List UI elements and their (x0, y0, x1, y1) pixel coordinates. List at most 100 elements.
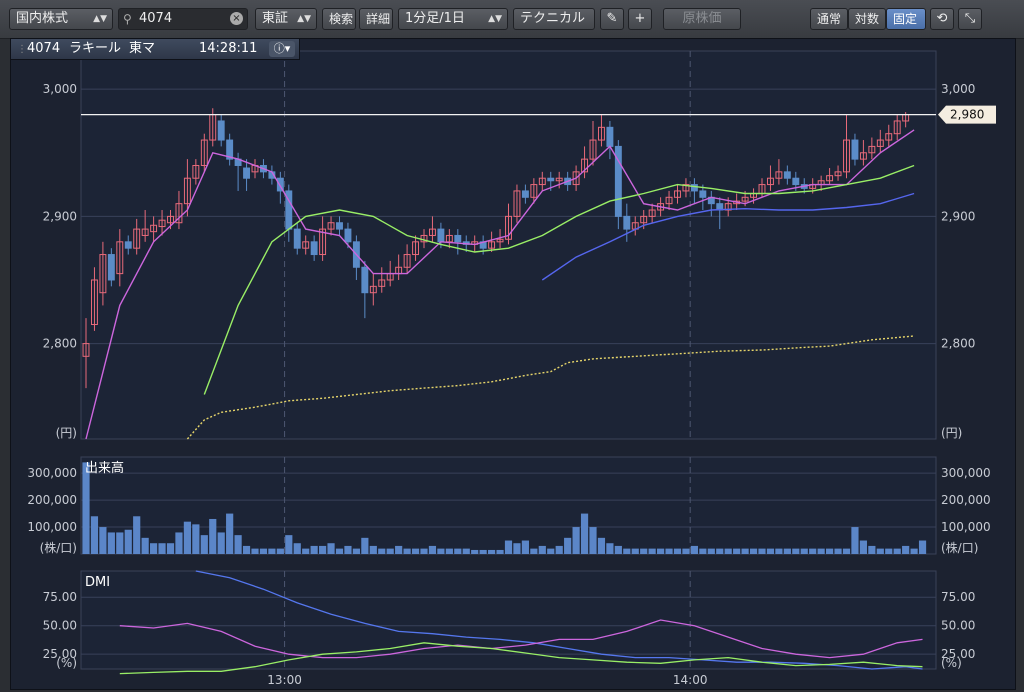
volume-bar (513, 543, 521, 554)
candle-body (581, 158, 589, 173)
volume-bar (268, 548, 276, 554)
candle-body (319, 228, 327, 256)
volume-bar (226, 513, 234, 554)
candle-body (428, 228, 436, 236)
volume-bar (293, 543, 301, 554)
candle-body (302, 241, 310, 249)
candle-body (107, 254, 115, 281)
exchange-select[interactable]: 東証 ▲▼ (255, 8, 317, 30)
market-select[interactable]: 国内株式 ▲▼ (9, 8, 113, 30)
candle-body (885, 133, 893, 141)
search-input[interactable]: ⚲ 4074 × (118, 8, 248, 30)
candle-body (589, 139, 597, 160)
dmi-ytick-label-right: 75.00 (941, 590, 975, 604)
volume-bar (479, 549, 487, 554)
volume-bar (166, 543, 175, 554)
volume-bar (90, 516, 99, 554)
volume-bar (834, 548, 842, 554)
volume-bar (242, 545, 251, 554)
candle-body (547, 177, 555, 182)
candle-body (682, 184, 690, 192)
volume-ytick-label-right: 300,000 (941, 466, 991, 480)
volume-bar (800, 548, 808, 554)
volume-bar (918, 540, 927, 554)
volume-bar (496, 549, 504, 554)
candle-body (99, 254, 107, 294)
detail-button[interactable]: 詳細 (359, 8, 393, 30)
volume-bar (420, 548, 428, 554)
interval-select[interactable]: 1分足/1日 ▲▼ (398, 8, 508, 30)
dmi-panel-bg (80, 570, 937, 670)
clear-icon[interactable]: × (230, 12, 243, 25)
volume-bar (361, 537, 369, 554)
volume-bar (868, 545, 876, 554)
candle-body (226, 139, 234, 160)
volume-bar (733, 548, 741, 554)
volume-bar (133, 516, 141, 554)
collapse-icon[interactable]: ⤡ (958, 8, 982, 30)
market-label: 国内株式 (16, 11, 69, 26)
chart-svg: 2,800 2,800 2,900 2,900 3,000 3,000 (円) (円) 2,98… (27, 50, 996, 687)
volume-bar (403, 548, 411, 554)
candle-body (792, 177, 800, 186)
volume-bar (530, 548, 538, 554)
scale-fixed-button[interactable]: 固定 (886, 8, 926, 30)
price-unit-left: (円) (56, 426, 77, 440)
current-price-label: 2,980 (950, 108, 984, 122)
volume-bar (741, 548, 749, 554)
candle-body (150, 224, 158, 233)
price-ytick-label-left: 3,000 (43, 82, 77, 96)
price-panel-bg (80, 50, 937, 440)
volume-ytick-label-right: 100,000 (941, 520, 991, 534)
info-icon[interactable]: ⓘ▾ (269, 41, 295, 57)
volume-bar (259, 548, 268, 554)
candle-body (437, 228, 445, 243)
original-price-button[interactable]: 原株価 (663, 8, 741, 30)
symbol-market: 東マ (129, 41, 156, 56)
volume-bar (302, 548, 310, 554)
volume-bar (437, 548, 445, 554)
technical-button[interactable]: テクニカル (513, 8, 595, 30)
volume-bar (580, 513, 589, 554)
volume-bar (82, 462, 90, 554)
volume-bar (555, 545, 563, 554)
volume-bar (631, 548, 639, 554)
candle-body (766, 177, 774, 186)
plus-icon[interactable]: + (628, 8, 652, 30)
candle-body (699, 190, 707, 198)
select-caret-icon: ▲▼ (297, 14, 311, 24)
candle-body (403, 254, 411, 268)
candle-body (868, 145, 876, 154)
candle-body (623, 215, 631, 230)
pencil-icon[interactable]: ✎ (600, 8, 624, 30)
search-button[interactable]: 検索 (322, 8, 356, 30)
candle-body (293, 228, 301, 249)
volume-bar (107, 532, 115, 554)
volume-bar (504, 540, 513, 554)
exchange-label: 東証 (262, 11, 289, 26)
volume-bar (369, 545, 377, 554)
volume-bar (623, 548, 631, 554)
candle-body (851, 139, 859, 160)
volume-unit-left: (株/口) (40, 540, 77, 555)
volume-bar (141, 537, 149, 554)
candle-body (167, 215, 174, 224)
volume-bar (597, 537, 606, 554)
volume-bar (673, 548, 682, 554)
candle-body (505, 215, 512, 240)
toolbar: 国内株式 ▲▼ ⚲ 4074 × 東証 ▲▼ 検索 詳細 1分足/1日 ▲▼ テクニカ… (0, 0, 1024, 39)
scale-normal-button[interactable]: 通常 (810, 8, 848, 30)
candle-body (741, 196, 749, 202)
candle-body (538, 177, 546, 186)
volume-ytick-label-right: 200,000 (941, 493, 991, 507)
candle-body (826, 175, 834, 182)
scale-log-button[interactable]: 対数 (848, 8, 886, 30)
volume-bar (606, 543, 614, 554)
candle-body (775, 171, 783, 179)
volume-ytick-label-left: 100,000 (27, 520, 77, 534)
redo-icon[interactable]: ⟲ (930, 8, 954, 30)
volume-bar (809, 548, 817, 554)
volume-bar (885, 548, 893, 554)
volume-bar (335, 548, 344, 554)
price-overlay-line-3 (186, 335, 915, 440)
